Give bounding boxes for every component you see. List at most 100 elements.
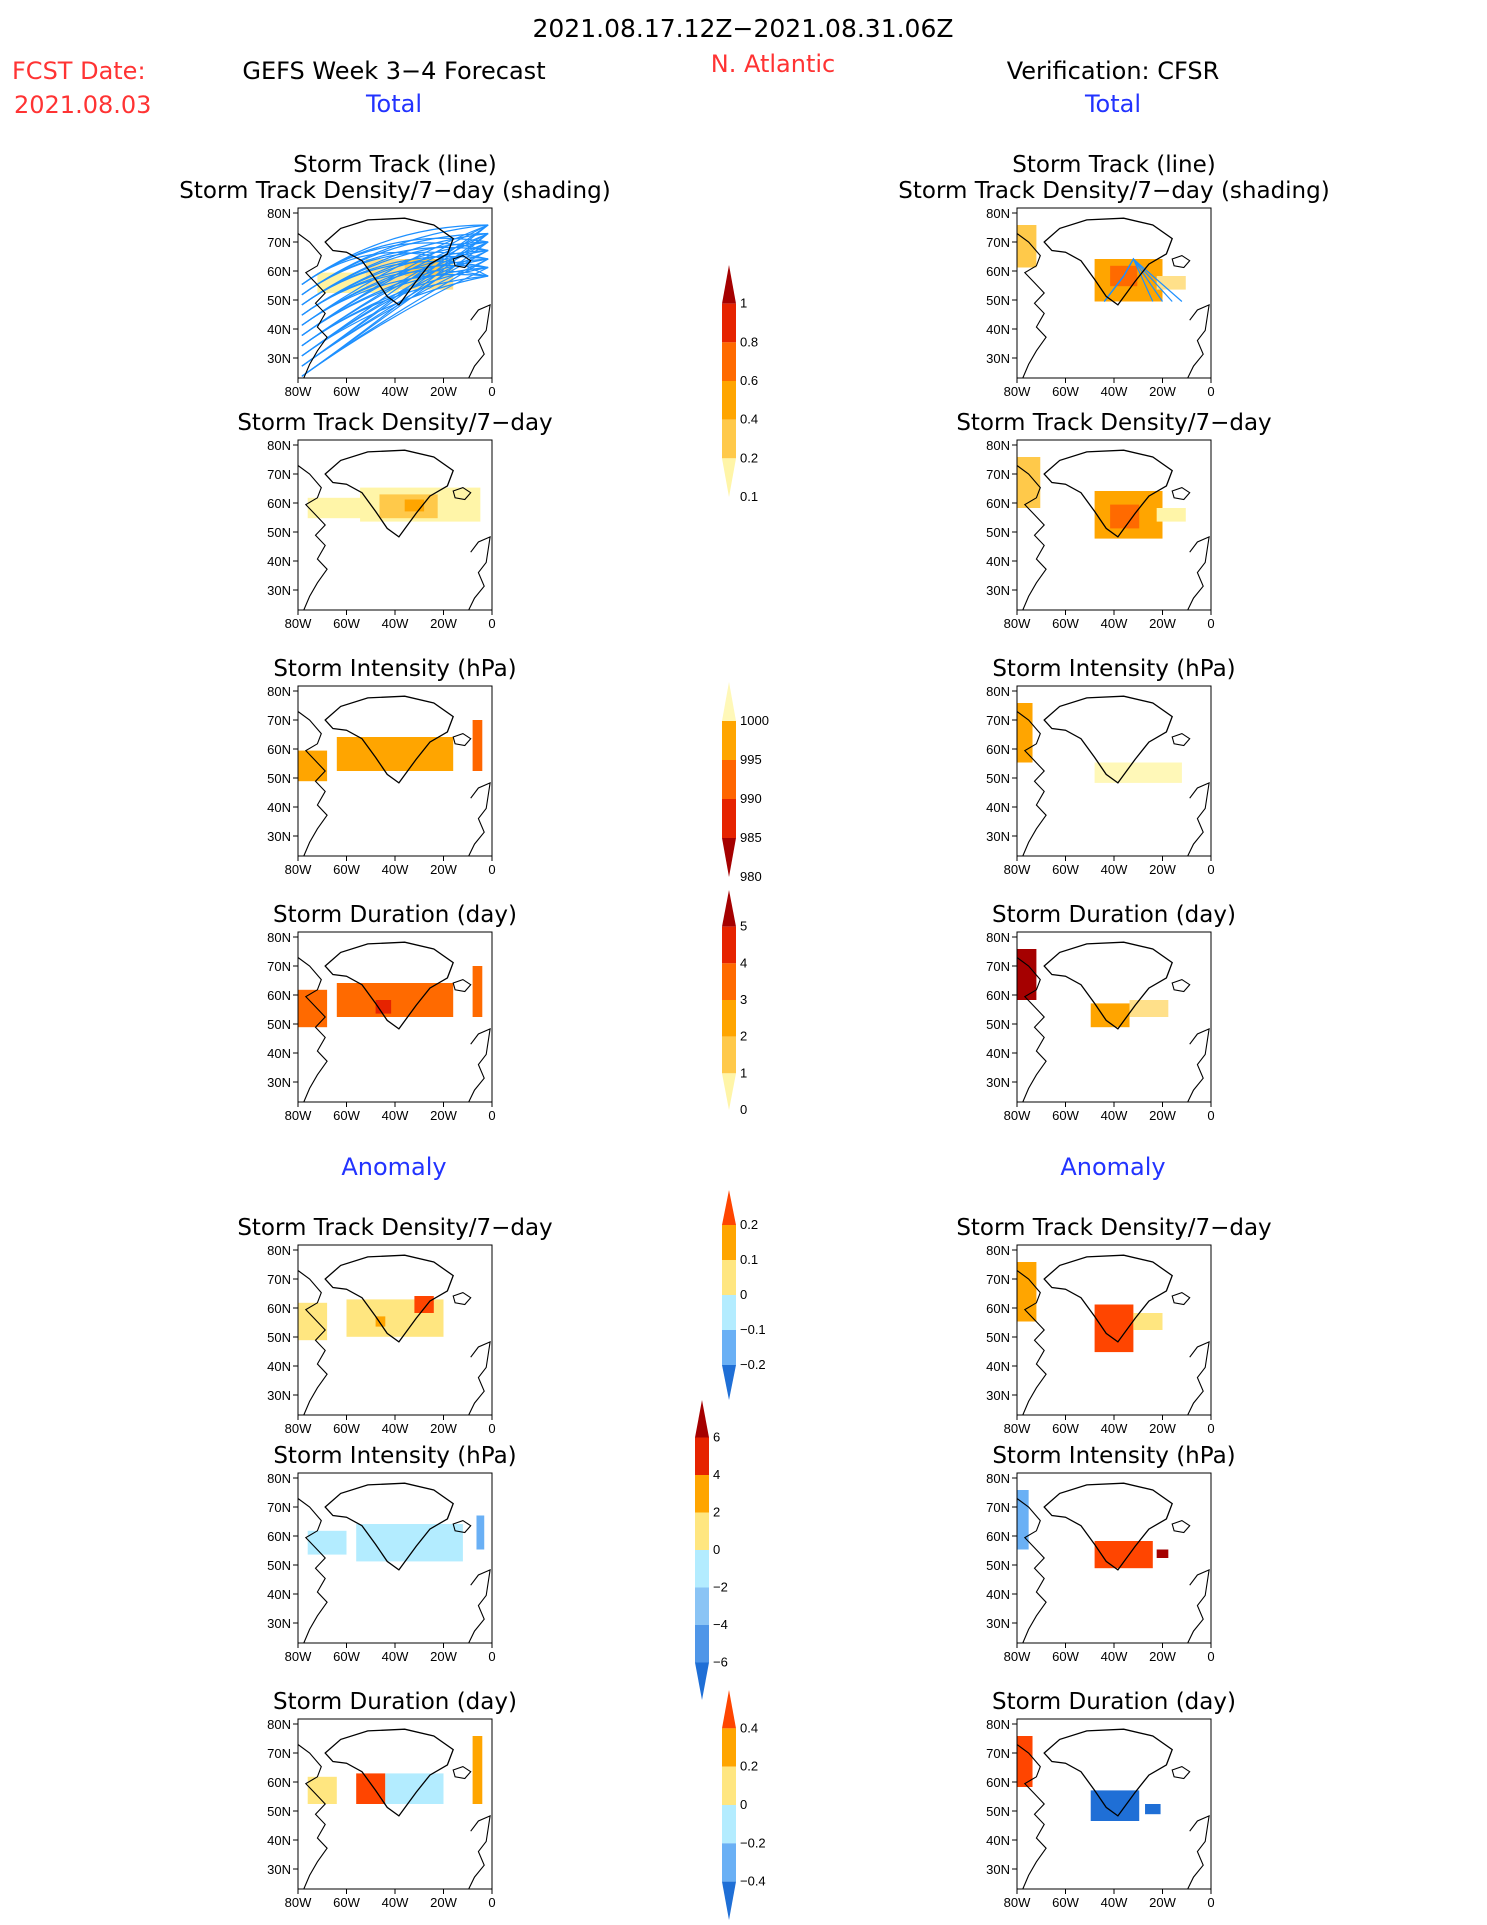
shading-cell	[1017, 1262, 1037, 1322]
colorbar-label: 0	[713, 1542, 720, 1557]
date-range-title: 2021.08.17.12Z−2021.08.31.06Z	[533, 14, 954, 43]
coastline-europe	[1187, 1814, 1210, 1890]
y-tick-label: 70N	[267, 235, 291, 250]
x-tick-label: 80W	[1004, 1108, 1031, 1123]
x-tick-label: 60W	[333, 616, 360, 631]
y-tick-label: 50N	[267, 771, 291, 786]
y-tick-label: 60N	[267, 264, 291, 279]
map-frame	[297, 439, 493, 611]
x-tick-label: 40W	[1101, 862, 1128, 877]
shading-cell	[375, 1316, 386, 1327]
panel-title: Storm Track Density/7−day	[237, 1215, 552, 1241]
y-tick-label: 70N	[267, 713, 291, 728]
colorbar-label: 5	[740, 919, 747, 934]
colorbar-label: 985	[740, 830, 762, 845]
coastline-greenland	[1043, 695, 1173, 784]
storm-track-line	[301, 237, 489, 285]
shading-cell	[1133, 1313, 1163, 1330]
x-tick-label: 60W	[1052, 1649, 1079, 1664]
colorbar-duration-anom: 0.4 0.2 0 −0.2 −0.4	[722, 1690, 766, 1920]
coastline-greenland	[324, 217, 454, 306]
panel-cfsr-total-duration: Storm Duration (day) 80W 60W 40W 20W 0 80N 70N 6…	[986, 902, 1236, 1123]
y-tick-label: 30N	[986, 1616, 1010, 1631]
panel-cfsr-total-track: Storm Track (line)Storm Track Density/7−…	[898, 152, 1329, 399]
coastline-iceland	[1171, 1291, 1191, 1306]
shading-cell	[1094, 762, 1182, 783]
colorbar-label: −2	[713, 1580, 728, 1595]
colorbar-cap	[722, 890, 736, 927]
y-tick-label: 70N	[267, 1272, 291, 1287]
coastline-north-america	[297, 711, 328, 857]
colorbar-label: 0.4	[740, 1720, 758, 1735]
x-tick-label: 80W	[1004, 384, 1031, 399]
coastline-north-america	[297, 233, 328, 379]
panel-cfsr-anom-intensity: Storm Intensity (hPa) 80W 60W 40W 20W 0 80N 70N…	[986, 1443, 1236, 1664]
x-tick-label: 60W	[1052, 616, 1079, 631]
y-tick-label: 80N	[267, 1471, 291, 1486]
colorbar-segment	[722, 1728, 736, 1767]
y-tick-label: 50N	[986, 525, 1010, 540]
coastline-europe	[468, 303, 491, 379]
coastline-north-america	[1016, 1270, 1047, 1416]
y-tick-label: 50N	[267, 1017, 291, 1032]
shading-cell	[1017, 457, 1041, 508]
colorbar-label: 6	[713, 1430, 720, 1445]
y-tick-label: 30N	[267, 1388, 291, 1403]
colorbar-label: 2	[740, 1029, 747, 1044]
coastline-greenland	[1043, 1728, 1173, 1817]
shading-cell	[1017, 1736, 1033, 1787]
y-tick-label: 30N	[267, 351, 291, 366]
y-tick-label: 50N	[986, 1017, 1010, 1032]
right-anomaly-label: Anomaly	[1060, 1153, 1165, 1181]
y-tick-label: 80N	[986, 438, 1010, 453]
y-tick-label: 80N	[986, 1717, 1010, 1732]
y-tick-label: 30N	[986, 583, 1010, 598]
coastline-iceland	[1171, 1765, 1191, 1780]
x-tick-label: 0	[1207, 384, 1214, 399]
storm-track-line	[1103, 258, 1183, 302]
colorbar-density: 1 0.8 0.6 0.4 0.2 0.1	[722, 265, 758, 504]
coastline-europe	[1187, 303, 1210, 379]
y-tick-label: 80N	[267, 930, 291, 945]
x-tick-label: 40W	[382, 1895, 409, 1910]
y-tick-label: 60N	[986, 264, 1010, 279]
x-tick-label: 60W	[333, 862, 360, 877]
y-tick-label: 80N	[986, 684, 1010, 699]
colorbar-cap	[722, 682, 736, 721]
shading-cell	[298, 989, 328, 1028]
colorbar-segment	[695, 1475, 709, 1513]
x-tick-label: 0	[1207, 1108, 1214, 1123]
coastline-north-america	[1016, 465, 1047, 611]
y-tick-label: 60N	[986, 1775, 1010, 1790]
y-tick-label: 60N	[986, 988, 1010, 1003]
panel-forecast-total-track: Storm Track (line)Storm Track Density/7−…	[179, 152, 610, 399]
colorbar-cap	[722, 265, 736, 304]
coastline-iceland	[1171, 254, 1191, 269]
y-tick-label: 60N	[267, 1775, 291, 1790]
x-tick-label: 20W	[430, 1895, 457, 1910]
colorbar-segment	[722, 342, 736, 381]
x-tick-label: 20W	[430, 862, 457, 877]
y-tick-label: 70N	[267, 1746, 291, 1761]
shading-cell	[404, 499, 425, 512]
colorbar-label: 990	[740, 791, 762, 806]
x-tick-label: 80W	[1004, 1649, 1031, 1664]
colorbar-intensity: 1000 995 990 985 980	[722, 682, 769, 884]
panel-cfsr-total-intensity: Storm Intensity (hPa) 80W 60W 40W 20W 0 80N 70N…	[986, 656, 1236, 877]
x-tick-label: 20W	[1149, 1649, 1176, 1664]
storm-track-line	[301, 246, 489, 296]
coastline-greenland	[1043, 941, 1173, 1030]
coastline-iceland	[452, 1291, 472, 1306]
y-tick-label: 40N	[267, 1833, 291, 1848]
fcst-date-label: FCST Date:	[12, 57, 146, 85]
y-tick-label: 70N	[267, 1500, 291, 1515]
shading-cell	[1094, 1304, 1134, 1353]
x-tick-label: 80W	[285, 1108, 312, 1123]
y-tick-label: 30N	[267, 583, 291, 598]
colorbar-label: 1000	[740, 713, 769, 728]
y-tick-label: 30N	[267, 1862, 291, 1877]
panel-cfsr-total-density: Storm Track Density/7−day 80W 60W 40W 20W 0 80…	[956, 410, 1271, 631]
y-tick-label: 30N	[986, 1862, 1010, 1877]
x-tick-label: 60W	[333, 384, 360, 399]
x-tick-label: 40W	[1101, 384, 1128, 399]
